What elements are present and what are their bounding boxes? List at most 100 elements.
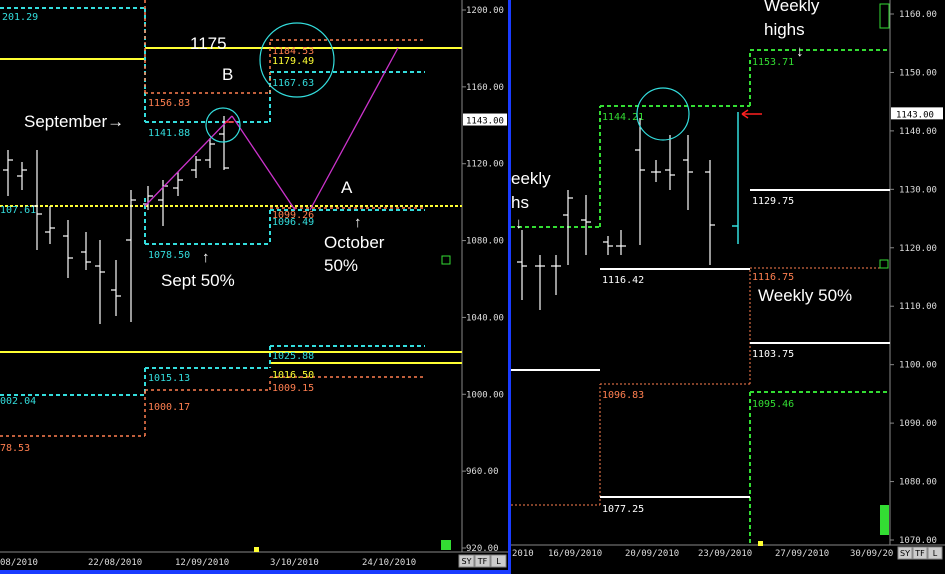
toolbar-button [490, 554, 507, 568]
toolbar-button-label: L [933, 549, 938, 558]
y-tick-label: 960.00 [466, 467, 499, 477]
annotation-1175: 1175 [190, 34, 227, 53]
toolbar-button [912, 546, 928, 560]
x-tick-label: 24/10/2010 [362, 558, 416, 568]
level-label: 1015.13 [148, 373, 190, 384]
y-tick-label: 1070.00 [899, 536, 937, 546]
y-axis-panel [462, 0, 508, 552]
level-label: 1141.88 [148, 128, 190, 139]
x-tick-label: 3/10/2010 [270, 558, 319, 568]
right-chart-panel: 1160.00 1150.00 1140.00 1130.00 1120.00 1110.… [511, 0, 945, 560]
toolbar-button-label: TF [477, 557, 488, 566]
y-tick-label: 920.00 [466, 544, 499, 554]
green-marker [441, 540, 451, 550]
pane-divider [508, 0, 511, 574]
x-tick-label: 30/09/20 [850, 549, 893, 559]
toolbar-button-label: TF [914, 549, 925, 558]
level-label: 1116.75 [752, 272, 794, 283]
level-label: 1000.17 [148, 402, 190, 413]
toolbar-button [458, 554, 475, 568]
x-tick-label: 2010 [512, 549, 534, 559]
level-label: 1116.42 [602, 275, 644, 286]
level-label: 1077.25 [602, 504, 644, 515]
toolbar-button [897, 546, 913, 560]
zoom-icon [879, 259, 889, 269]
left-chart-panel: 1200.00 1160.00 1120.00 1080.00 1040.00 1000.… [0, 0, 508, 568]
level-label: 1179.49 [272, 56, 314, 67]
level-label: 107.61 [0, 205, 36, 216]
annotation-september: September→ [24, 112, 124, 131]
time-marker [758, 541, 763, 546]
highlight-circle [636, 87, 690, 141]
level-label: 1099.26 [272, 210, 314, 221]
level-label: 1167.63 [272, 78, 314, 89]
level-label: 1096.49 [272, 217, 314, 228]
x-tick-label: 23/09/2010 [698, 549, 752, 559]
arrow-down-icon: ↓ [515, 215, 523, 232]
level-label: 1016.50 [272, 370, 314, 381]
magenta-projection-line [231, 115, 296, 211]
time-marker [254, 547, 259, 552]
current-price-box [463, 113, 507, 126]
y-tick-label: 1080.00 [466, 237, 504, 247]
annotation-b: B [222, 65, 233, 84]
y-tick-label: 1120.00 [899, 244, 937, 254]
arrow-up-icon: ↑ [354, 214, 362, 231]
red-arrow-icon [741, 113, 749, 119]
y-tick-label: 1160.00 [466, 83, 504, 93]
y-tick-label: 1040.00 [466, 313, 504, 323]
level-label: 78.53 [0, 443, 30, 454]
level-label: 002.04 [0, 396, 36, 407]
level-label: 1009.15 [272, 383, 314, 394]
highlight-circle [259, 22, 335, 98]
y-tick-label: 1000.00 [466, 390, 504, 400]
scroll-up-icon [879, 3, 890, 29]
x-tick-label: 12/09/2010 [175, 558, 229, 568]
toolbar-button [474, 554, 491, 568]
x-tick-label: 22/08/2010 [88, 558, 142, 568]
annotation-50: 50% [324, 256, 358, 275]
level-label: 1095.46 [752, 399, 794, 410]
y-tick-label: 1110.00 [899, 302, 937, 312]
annotation-sept-50: Sept 50% [161, 271, 235, 290]
level-label: 1078.50 [148, 250, 190, 261]
x-tick-label: 20/09/2010 [625, 549, 679, 559]
y-tick-label: 1160.00 [899, 10, 937, 20]
annotation-highs-left: hs [511, 193, 529, 212]
arrow-up-icon: ↑ [202, 249, 210, 266]
x-tick-label: 16/09/2010 [548, 549, 602, 559]
toolbar-button [927, 546, 943, 560]
arrow-down-icon: ↓ [796, 43, 804, 60]
y-tick-label: 1140.00 [899, 127, 937, 137]
y-tick-label: 1090.00 [899, 419, 937, 429]
x-tick-label: 08/2010 [0, 558, 38, 568]
annotation-october: October [324, 233, 385, 252]
y-axis-panel [890, 0, 945, 545]
red-arrow-icon [741, 109, 749, 115]
toolbar-button-label: SY [462, 557, 472, 566]
scroll-down-icon [880, 505, 889, 535]
highlight-circle [205, 107, 241, 143]
magenta-projection-line [309, 47, 399, 211]
current-price-label: 1143.00 [896, 110, 934, 120]
annotation-a: A [341, 178, 353, 197]
y-tick-label: 1120.00 [466, 160, 504, 170]
y-tick-label: 1100.00 [899, 361, 937, 371]
current-price-label: 1143.00 [466, 117, 504, 127]
level-label: 201.29 [2, 12, 38, 23]
level-label: 1025.88 [272, 351, 314, 362]
toolbar-button-label: SY [900, 549, 910, 558]
toolbar-button-label: L [496, 557, 501, 566]
active-pane-indicator [0, 570, 511, 574]
current-price-box [891, 107, 943, 120]
annotation-weekly-left: eekly [511, 169, 551, 188]
level-label: 1153.71 [752, 57, 794, 68]
level-label: 1184.53 [272, 46, 314, 57]
y-tick-label: 1080.00 [899, 478, 937, 488]
level-label: 1103.75 [752, 349, 794, 360]
annotation-weekly-50: Weekly 50% [758, 286, 852, 305]
level-label: 1156.83 [148, 98, 190, 109]
y-tick-label: 1130.00 [899, 185, 937, 195]
y-tick-label: 1150.00 [899, 68, 937, 78]
